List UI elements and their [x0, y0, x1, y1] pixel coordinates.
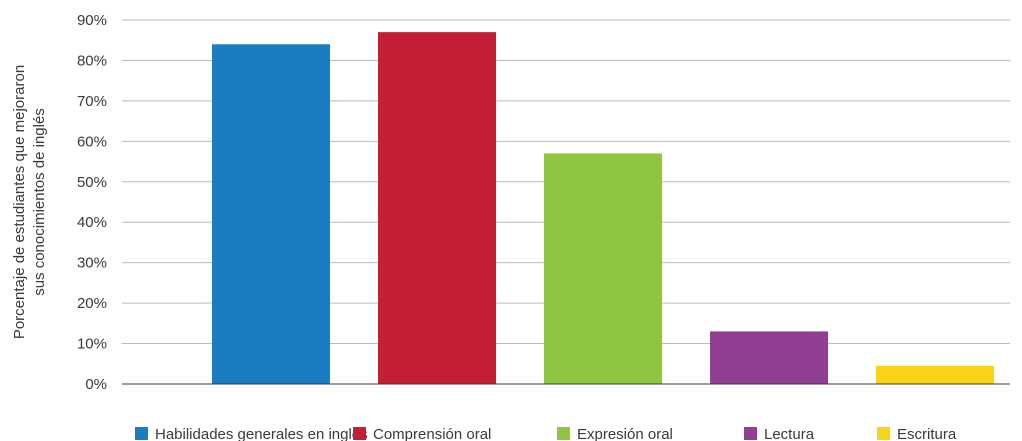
legend-label: Escritura [897, 426, 957, 441]
y-tick-label: 70% [77, 93, 107, 110]
legend-item: Habilidades generales en inglés [135, 426, 368, 441]
bar [544, 153, 662, 384]
y-tick-label: 0% [85, 376, 107, 393]
legend-swatch [744, 427, 757, 440]
bar [710, 331, 828, 384]
y-tick-label: 30% [77, 255, 107, 272]
bar [876, 365, 994, 384]
y-tick-label: 80% [77, 52, 107, 69]
legend-item: Lectura [744, 426, 815, 441]
legend-swatch [135, 427, 148, 440]
legend-label: Comprensión oral [373, 426, 491, 441]
y-tick-label: 60% [77, 133, 107, 150]
y-axis-ticks: 0% 10% 20% 30% 40% 50% 60% 70% 80% 90% [77, 12, 107, 393]
bars [212, 32, 994, 385]
y-tick-label: 10% [77, 336, 107, 353]
legend-label: Lectura [764, 426, 815, 441]
legend-label: Habilidades generales en inglés [155, 426, 368, 441]
y-tick-label: 20% [77, 295, 107, 312]
bar [212, 44, 330, 385]
legend-label: Expresión oral [577, 426, 673, 441]
legend-swatch [557, 427, 570, 440]
bar [378, 32, 496, 385]
legend-item: Expresión oral [557, 426, 673, 441]
legend-swatch [353, 427, 366, 440]
y-axis-label-line: sus conocimientos de inglés [31, 108, 48, 296]
y-axis-label-line: Porcentaje de estudiantes que mejoraron [11, 65, 28, 339]
y-axis-label: Porcentaje de estudiantes que mejoraron s… [11, 65, 48, 339]
legend: Habilidades generales en inglés Comprensi… [135, 426, 957, 441]
y-tick-label: 40% [77, 214, 107, 231]
legend-item: Comprensión oral [353, 426, 491, 441]
legend-item: Escritura [877, 426, 957, 441]
y-tick-label: 50% [77, 174, 107, 191]
legend-swatch [877, 427, 890, 440]
y-tick-label: 90% [77, 12, 107, 29]
